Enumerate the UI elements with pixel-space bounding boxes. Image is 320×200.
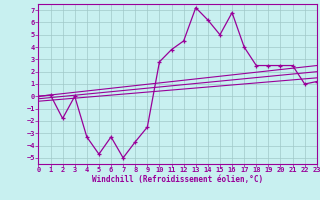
- X-axis label: Windchill (Refroidissement éolien,°C): Windchill (Refroidissement éolien,°C): [92, 175, 263, 184]
